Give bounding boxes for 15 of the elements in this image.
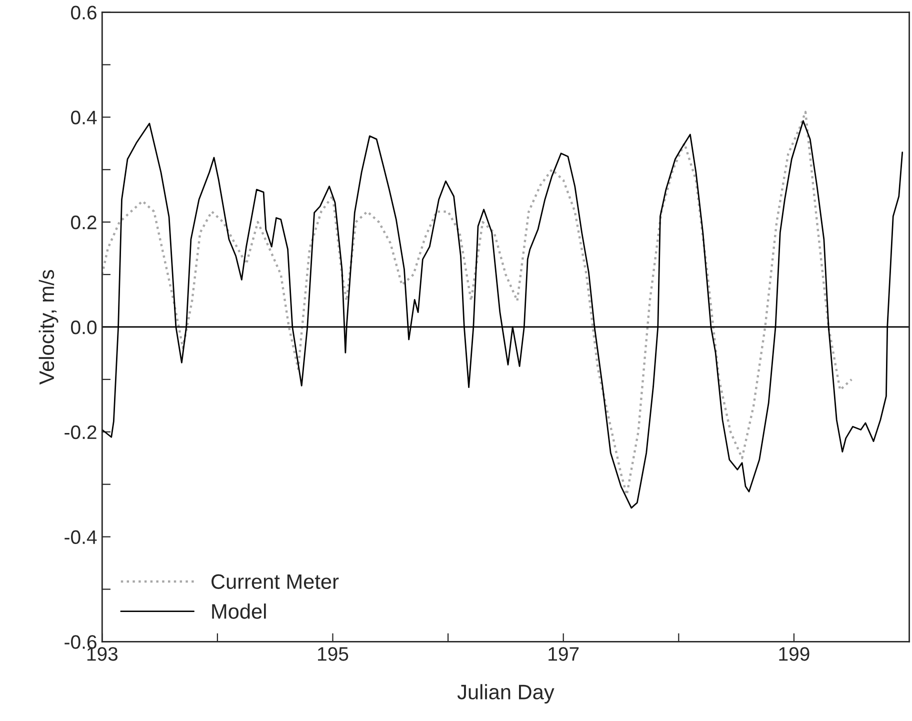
y-axis-title: Velocity, m/s	[38, 270, 58, 385]
y-tick-label: 0.0	[71, 320, 97, 334]
x-tick-label: 199	[779, 647, 810, 661]
legend-label: Current Meter	[212, 574, 339, 589]
x-tick-label: 195	[318, 647, 348, 661]
y-tick-label: -0.4	[64, 530, 97, 544]
x-tick-label: 193	[87, 647, 118, 661]
legend-label: Model	[212, 604, 266, 619]
y-tick-label: 0.6	[71, 6, 96, 20]
y-tick-label: 0.2	[71, 216, 96, 230]
x-axis-title: Julian Day	[457, 684, 554, 704]
y-tick-label: -0.2	[64, 425, 96, 440]
y-tick-label: 0.4	[71, 110, 97, 124]
y-tick-label: -0.6	[64, 635, 96, 649]
x-tick-label: 197	[548, 647, 579, 661]
